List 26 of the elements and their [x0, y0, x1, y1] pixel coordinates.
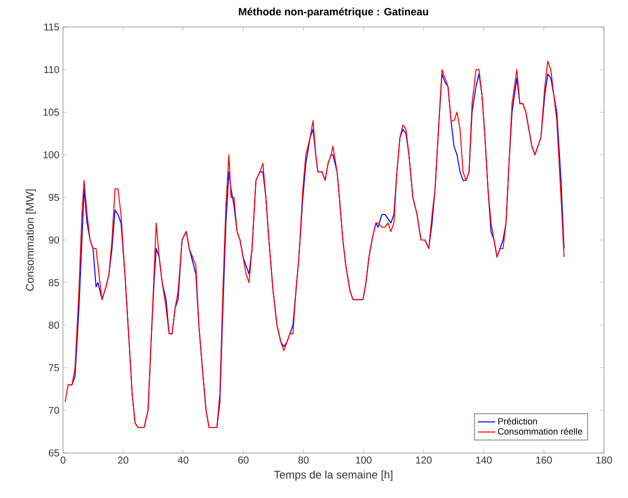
y-tick-label: 100: [44, 151, 60, 158]
x-tick-label: 160: [536, 456, 552, 464]
x-tick-label: 20: [118, 456, 128, 464]
x-tick-label: 100: [356, 456, 372, 464]
y-tick-label: 80: [48, 322, 60, 329]
chart-title: Méthode non-paramétrique : Gatineau: [238, 8, 428, 18]
x-tick-label: 60: [238, 456, 249, 464]
y-tick-label: 95: [48, 194, 60, 201]
y-tick-label: 75: [48, 364, 60, 372]
y-tick-label: 90: [48, 236, 60, 244]
y-tick-label: 105: [44, 108, 60, 116]
legend-label: Prédiction: [498, 418, 537, 424]
y-tick-label: 115: [44, 24, 60, 30]
y-axis-title: Consommation [MW]: [26, 189, 36, 291]
x-axis-title: Temps de la semaine [h]: [274, 470, 392, 481]
y-tick-label: 85: [48, 279, 60, 286]
x-tick-label: 140: [476, 456, 492, 464]
x-tick-label: 40: [178, 456, 188, 464]
y-tick-label: 110: [44, 66, 60, 74]
y-tick-label: 70: [48, 406, 60, 414]
x-tick-label: 80: [298, 456, 309, 464]
legend-label: Consommation réelle: [498, 428, 582, 435]
x-tick-label: 0: [60, 456, 66, 464]
y-tick-label: 65: [48, 449, 60, 457]
x-tick-label: 120: [416, 456, 432, 464]
x-tick-label: 180: [596, 456, 612, 464]
